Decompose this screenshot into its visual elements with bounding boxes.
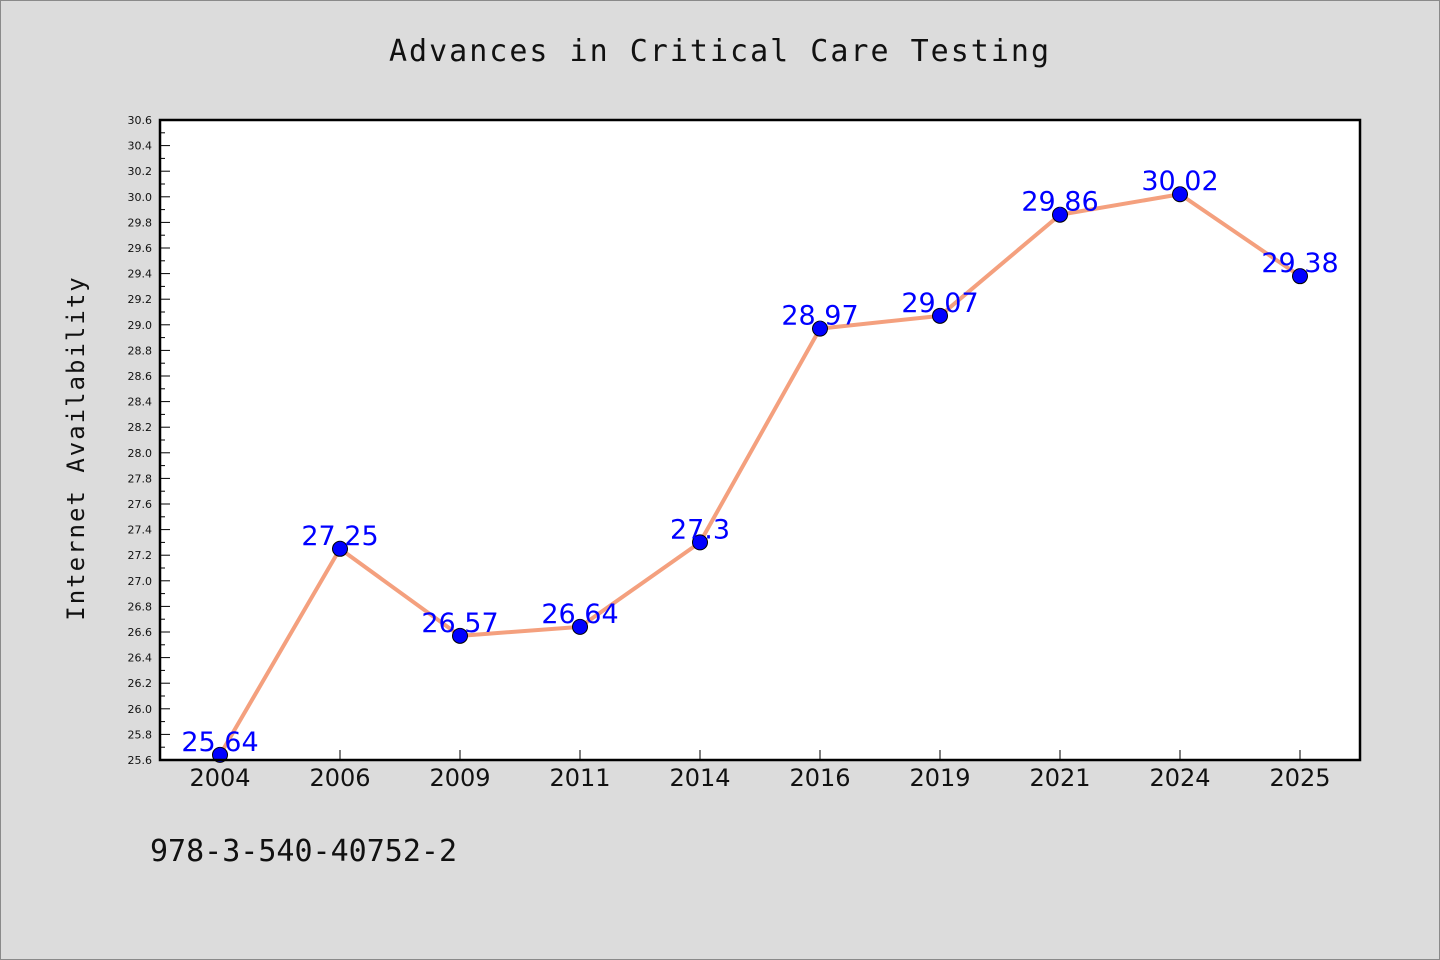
data-point xyxy=(1172,186,1188,203)
x-tick-label: 2016 xyxy=(789,764,850,792)
y-tick-label: 27.0 xyxy=(128,575,153,588)
x-tick-label: 2021 xyxy=(1029,764,1090,792)
data-label: 25.64 xyxy=(181,727,258,758)
series-line xyxy=(218,192,1302,756)
y-tick-label: 29.2 xyxy=(128,293,153,306)
x-tick-label: 2019 xyxy=(909,764,970,792)
y-tick-label: 30.2 xyxy=(128,165,153,178)
y-tick-label: 26.0 xyxy=(128,703,153,716)
data-label: 26.57 xyxy=(421,608,498,639)
data-label: 28.97 xyxy=(781,301,858,332)
y-tick-label: 30.0 xyxy=(128,191,153,204)
x-tick-label: 2004 xyxy=(189,764,250,792)
x-tick-label: 2011 xyxy=(549,764,610,792)
x-axis-ticks: 2004 2006 2009 2011 2014 2016 2019 2021 2024 2025 xyxy=(189,750,1331,792)
y-tick-label: 26.4 xyxy=(128,652,153,665)
data-label: 27.25 xyxy=(301,521,378,552)
y-tick-label: 28.8 xyxy=(128,344,153,357)
x-tick-label: 2025 xyxy=(1269,764,1330,792)
y-tick-label: 26.6 xyxy=(128,626,153,639)
data-label: 26.64 xyxy=(541,599,618,630)
data-point xyxy=(332,540,348,557)
data-label: 29.86 xyxy=(1021,187,1098,218)
y-tick-label: 26.8 xyxy=(128,600,153,613)
footer-code: 978-3-540-40752-2 xyxy=(150,834,458,869)
y-tick-label: 30.6 xyxy=(128,114,153,127)
data-label: 29.07 xyxy=(901,288,978,319)
x-tick-label: 2006 xyxy=(309,764,370,792)
y-tick-label: 29.8 xyxy=(128,216,153,229)
data-label: 30.02 xyxy=(1141,166,1218,197)
y-axis-ticks: 25.6 25.8 26.0 26.2 26.4 26.6 26.8 27.0 27.2 27.4… xyxy=(128,114,170,767)
data-point xyxy=(1292,268,1308,285)
data-point xyxy=(212,746,228,763)
chart-title: Advances in Critical Care Testing xyxy=(388,34,1052,69)
data-point xyxy=(692,534,708,551)
y-tick-label: 30.4 xyxy=(128,140,153,153)
y-tick-label: 29.4 xyxy=(128,268,153,281)
y-tick-label: 27.4 xyxy=(128,524,153,537)
x-tick-label: 2024 xyxy=(1149,764,1210,792)
plot-border xyxy=(158,118,1362,762)
y-tick-label: 25.8 xyxy=(128,728,153,741)
data-label: 29.38 xyxy=(1261,248,1338,279)
x-tick-label: 2014 xyxy=(669,764,730,792)
data-label: 27.3 xyxy=(670,514,730,545)
x-tick-label: 2009 xyxy=(429,764,490,792)
y-tick-label: 28.6 xyxy=(128,370,153,383)
plot-area xyxy=(160,120,1360,760)
data-point xyxy=(572,618,588,635)
y-tick-label: 29.6 xyxy=(128,242,153,255)
data-point xyxy=(1052,206,1068,223)
y-tick-label: 25.6 xyxy=(128,754,153,767)
series-group: 25.64 27.25 26.57 26.64 27.3 28.97 29.07 29.86 3… xyxy=(181,166,1339,763)
y-tick-label: 28.2 xyxy=(128,421,153,434)
y-tick-label: 28.0 xyxy=(128,447,153,460)
y-tick-label: 26.2 xyxy=(128,677,153,690)
data-point xyxy=(812,320,828,337)
data-point xyxy=(452,627,468,644)
y-tick-label: 27.6 xyxy=(128,498,153,511)
y-tick-label: 29.0 xyxy=(128,319,153,332)
data-point xyxy=(932,307,948,324)
y-tick-label: 28.4 xyxy=(128,396,153,409)
y-tick-label: 27.8 xyxy=(128,472,153,485)
y-tick-label: 27.2 xyxy=(128,549,153,562)
